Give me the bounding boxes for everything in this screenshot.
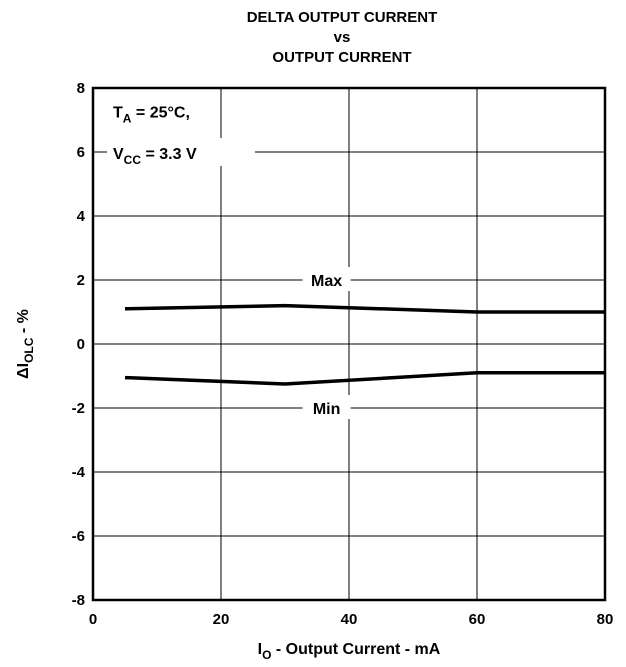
- title-line-1: DELTA OUTPUT CURRENT: [247, 9, 438, 26]
- x-tick-label: 60: [469, 611, 486, 628]
- x-axis-label-sub: O: [262, 648, 271, 662]
- condition-supply-voltage: VCC = 3.3 V: [113, 146, 197, 167]
- y-tick-label: 4: [77, 208, 86, 225]
- series-line-max: [124, 303, 605, 314]
- condition-supply-voltage-sub: CC: [124, 153, 142, 167]
- y-tick-label: 8: [77, 80, 85, 97]
- y-tick-label: 2: [77, 272, 85, 289]
- y-axis-label-rest: - %: [15, 309, 32, 337]
- condition-temperature-rest: = 25°C,: [131, 105, 189, 122]
- y-tick-label: -4: [72, 464, 86, 481]
- title-line-2: vs: [334, 29, 351, 46]
- condition-supply-voltage-rest: = 3.3 V: [141, 146, 197, 163]
- condition-temperature: TA = 25°C,: [113, 105, 190, 126]
- y-tick-label: -6: [72, 528, 85, 545]
- x-axis-label-main: I: [258, 641, 262, 658]
- conditions-bg: [107, 138, 255, 166]
- x-axis-label: IO - Output Current - mA: [258, 641, 441, 662]
- x-axis-label-rest: - Output Current - mA: [271, 641, 440, 658]
- y-tick-label: -2: [72, 400, 85, 417]
- axis-labels: IO - Output Current - mA ΔIOLC - %: [15, 309, 441, 662]
- x-tick-label: 20: [213, 611, 230, 628]
- label-bg-min: [302, 395, 351, 419]
- condition-supply-voltage-main: V: [113, 146, 124, 163]
- y-axis-label-main: ΔI: [15, 363, 32, 379]
- y-axis-label: ΔIOLC - %: [15, 309, 36, 379]
- series-lines: [124, 303, 605, 386]
- conditions-annotation: TA = 25°C, VCC = 3.3 V: [107, 105, 255, 167]
- label-bg-max: [302, 267, 351, 291]
- y-tick-label: -8: [72, 592, 85, 609]
- series-labels: Max Min: [302, 267, 351, 419]
- series-line-min: [124, 371, 605, 386]
- x-tick-label: 40: [341, 611, 358, 628]
- x-tick-label: 80: [597, 611, 614, 628]
- y-axis-label-sub: OLC: [22, 337, 36, 363]
- y-tick-label: 0: [77, 336, 85, 353]
- condition-temperature-sub: A: [123, 112, 132, 126]
- y-tick-label: 6: [77, 144, 85, 161]
- series-label-max: Max: [311, 273, 342, 290]
- condition-temperature-main: T: [113, 105, 123, 122]
- tick-labels: 0 20 40 60 80 -8 -6 -4 -2 0 2 4 6 8: [72, 80, 614, 628]
- plot-frame: [91, 86, 607, 602]
- title-line-3: OUTPUT CURRENT: [272, 49, 411, 66]
- series-label-min: Min: [313, 401, 341, 418]
- x-tick-label: 0: [89, 611, 97, 628]
- chart-title: DELTA OUTPUT CURRENT vs OUTPUT CURRENT: [247, 9, 438, 66]
